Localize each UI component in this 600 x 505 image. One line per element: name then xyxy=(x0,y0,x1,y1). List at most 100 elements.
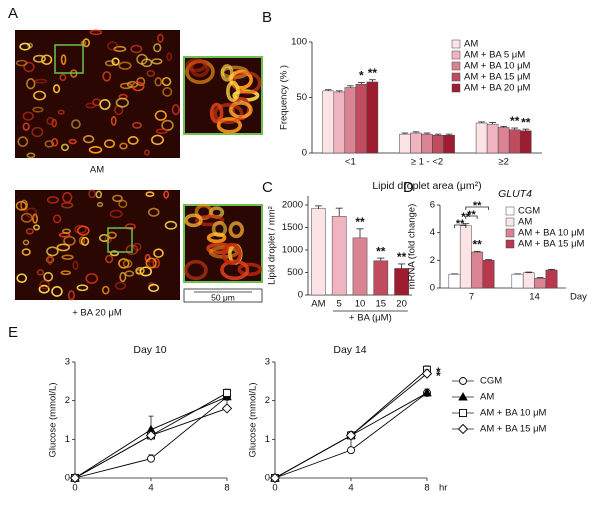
cell-signal xyxy=(163,190,170,199)
x-tick-label: AM xyxy=(311,299,325,310)
cell-signal xyxy=(136,53,148,65)
y-tick-label: 2 xyxy=(65,395,70,406)
y-tick-label: 2 xyxy=(430,255,435,266)
cell-signal xyxy=(41,54,53,65)
significance: ** xyxy=(397,250,407,264)
cell-signal xyxy=(23,61,35,73)
cell-signal xyxy=(209,102,224,124)
cell-signal xyxy=(119,271,127,283)
legend-swatch xyxy=(451,39,461,49)
legend-swatch xyxy=(451,50,461,60)
cell-signal xyxy=(22,111,34,121)
y-tick-label: 0 xyxy=(302,148,307,159)
cell-signal xyxy=(161,76,172,87)
cell-signal xyxy=(124,223,137,230)
marker xyxy=(223,388,231,397)
bar xyxy=(410,132,422,154)
cell-signal xyxy=(184,213,203,228)
significance: ** xyxy=(472,238,482,252)
cell-signal xyxy=(77,225,90,236)
cell-signal xyxy=(113,45,127,53)
x-tick-label: 8 xyxy=(424,483,429,494)
bar xyxy=(448,273,461,289)
y-tick-label: 50 xyxy=(296,92,307,103)
marker xyxy=(457,423,469,435)
cell-signal xyxy=(32,54,46,63)
scale-bar-label: 50 μm xyxy=(211,292,235,302)
cell-signal xyxy=(119,142,128,150)
x-tick-label: 5 xyxy=(337,299,342,310)
zoom-box xyxy=(107,227,133,253)
cell-signal xyxy=(154,77,163,87)
cell-signal xyxy=(76,284,89,292)
legend-label: AM + BA 10 μM xyxy=(518,228,585,239)
marker xyxy=(145,430,157,441)
legend-label: AM + BA 15 μM xyxy=(518,239,585,250)
significance: ** xyxy=(376,244,386,258)
cell-signal xyxy=(119,82,133,90)
bracket xyxy=(454,224,467,228)
y-axis-label: Lipid droplet / mm² xyxy=(267,206,278,285)
cell-signal xyxy=(71,119,81,129)
cell-signal xyxy=(130,44,143,54)
legend-swatch xyxy=(451,72,461,82)
y-tick-label: 500 xyxy=(287,267,303,278)
y-tick-label: 1000 xyxy=(282,245,303,256)
cell-signal xyxy=(105,254,114,264)
significance: * xyxy=(436,365,441,379)
chart-title: GLUT4 xyxy=(498,188,532,200)
cell-signal xyxy=(109,250,120,257)
legend-label: AM xyxy=(518,217,532,228)
y-tick-label: 6 xyxy=(430,200,435,211)
cell-signal xyxy=(74,224,87,234)
cell-signal xyxy=(161,119,174,131)
bar xyxy=(534,278,547,289)
cell-signal xyxy=(52,214,62,224)
cell-signal xyxy=(25,227,34,235)
cell-signal xyxy=(104,60,116,67)
y-tick-label: 2 xyxy=(265,395,270,406)
x-tick-label: 8 xyxy=(224,483,229,494)
panel-label: E xyxy=(8,324,18,341)
cell-signal xyxy=(151,58,163,65)
cell-signal xyxy=(21,248,31,256)
cell-signal xyxy=(33,90,47,101)
bar xyxy=(311,208,326,296)
subplot-title: Day 10 xyxy=(133,344,166,356)
legend-label: AM + BA 20 μM xyxy=(464,83,531,94)
bar xyxy=(522,272,535,289)
y-tick-label: 1 xyxy=(65,434,70,445)
cell-signal xyxy=(22,239,30,246)
legend-label: CGM xyxy=(480,376,502,387)
cell-signal xyxy=(46,116,55,126)
scale-bar-box xyxy=(183,288,263,303)
cell-signal xyxy=(27,42,33,49)
y-tick-label: 100 xyxy=(291,37,307,48)
cell-signal xyxy=(32,106,44,113)
marker xyxy=(459,409,467,417)
y-tick-label: 3 xyxy=(265,357,270,368)
y-tick-label: 2000 xyxy=(282,200,303,211)
significance: * xyxy=(359,69,364,83)
cell-signal xyxy=(157,33,164,43)
cell-signal xyxy=(127,136,139,145)
cell-signal xyxy=(221,242,242,266)
legend-label: CGM xyxy=(518,206,540,217)
cell-signal xyxy=(89,29,103,36)
cell-signal xyxy=(82,38,90,48)
bracket-label: ** xyxy=(456,218,465,230)
cell-signal xyxy=(220,64,234,82)
cell-signal xyxy=(33,224,40,231)
marker xyxy=(345,430,357,441)
cell-signal xyxy=(36,269,45,276)
cell-signal xyxy=(162,86,173,97)
significance: ** xyxy=(355,215,365,229)
x-tick-label: 10 xyxy=(355,299,366,310)
y-axis-label: mRNA (fold change) xyxy=(407,204,418,290)
panel-label: D xyxy=(403,179,414,196)
cell-signal xyxy=(44,140,55,148)
bar xyxy=(355,83,368,154)
cell-signal xyxy=(61,254,74,260)
cell-signal xyxy=(132,121,142,129)
micrograph xyxy=(15,30,180,158)
